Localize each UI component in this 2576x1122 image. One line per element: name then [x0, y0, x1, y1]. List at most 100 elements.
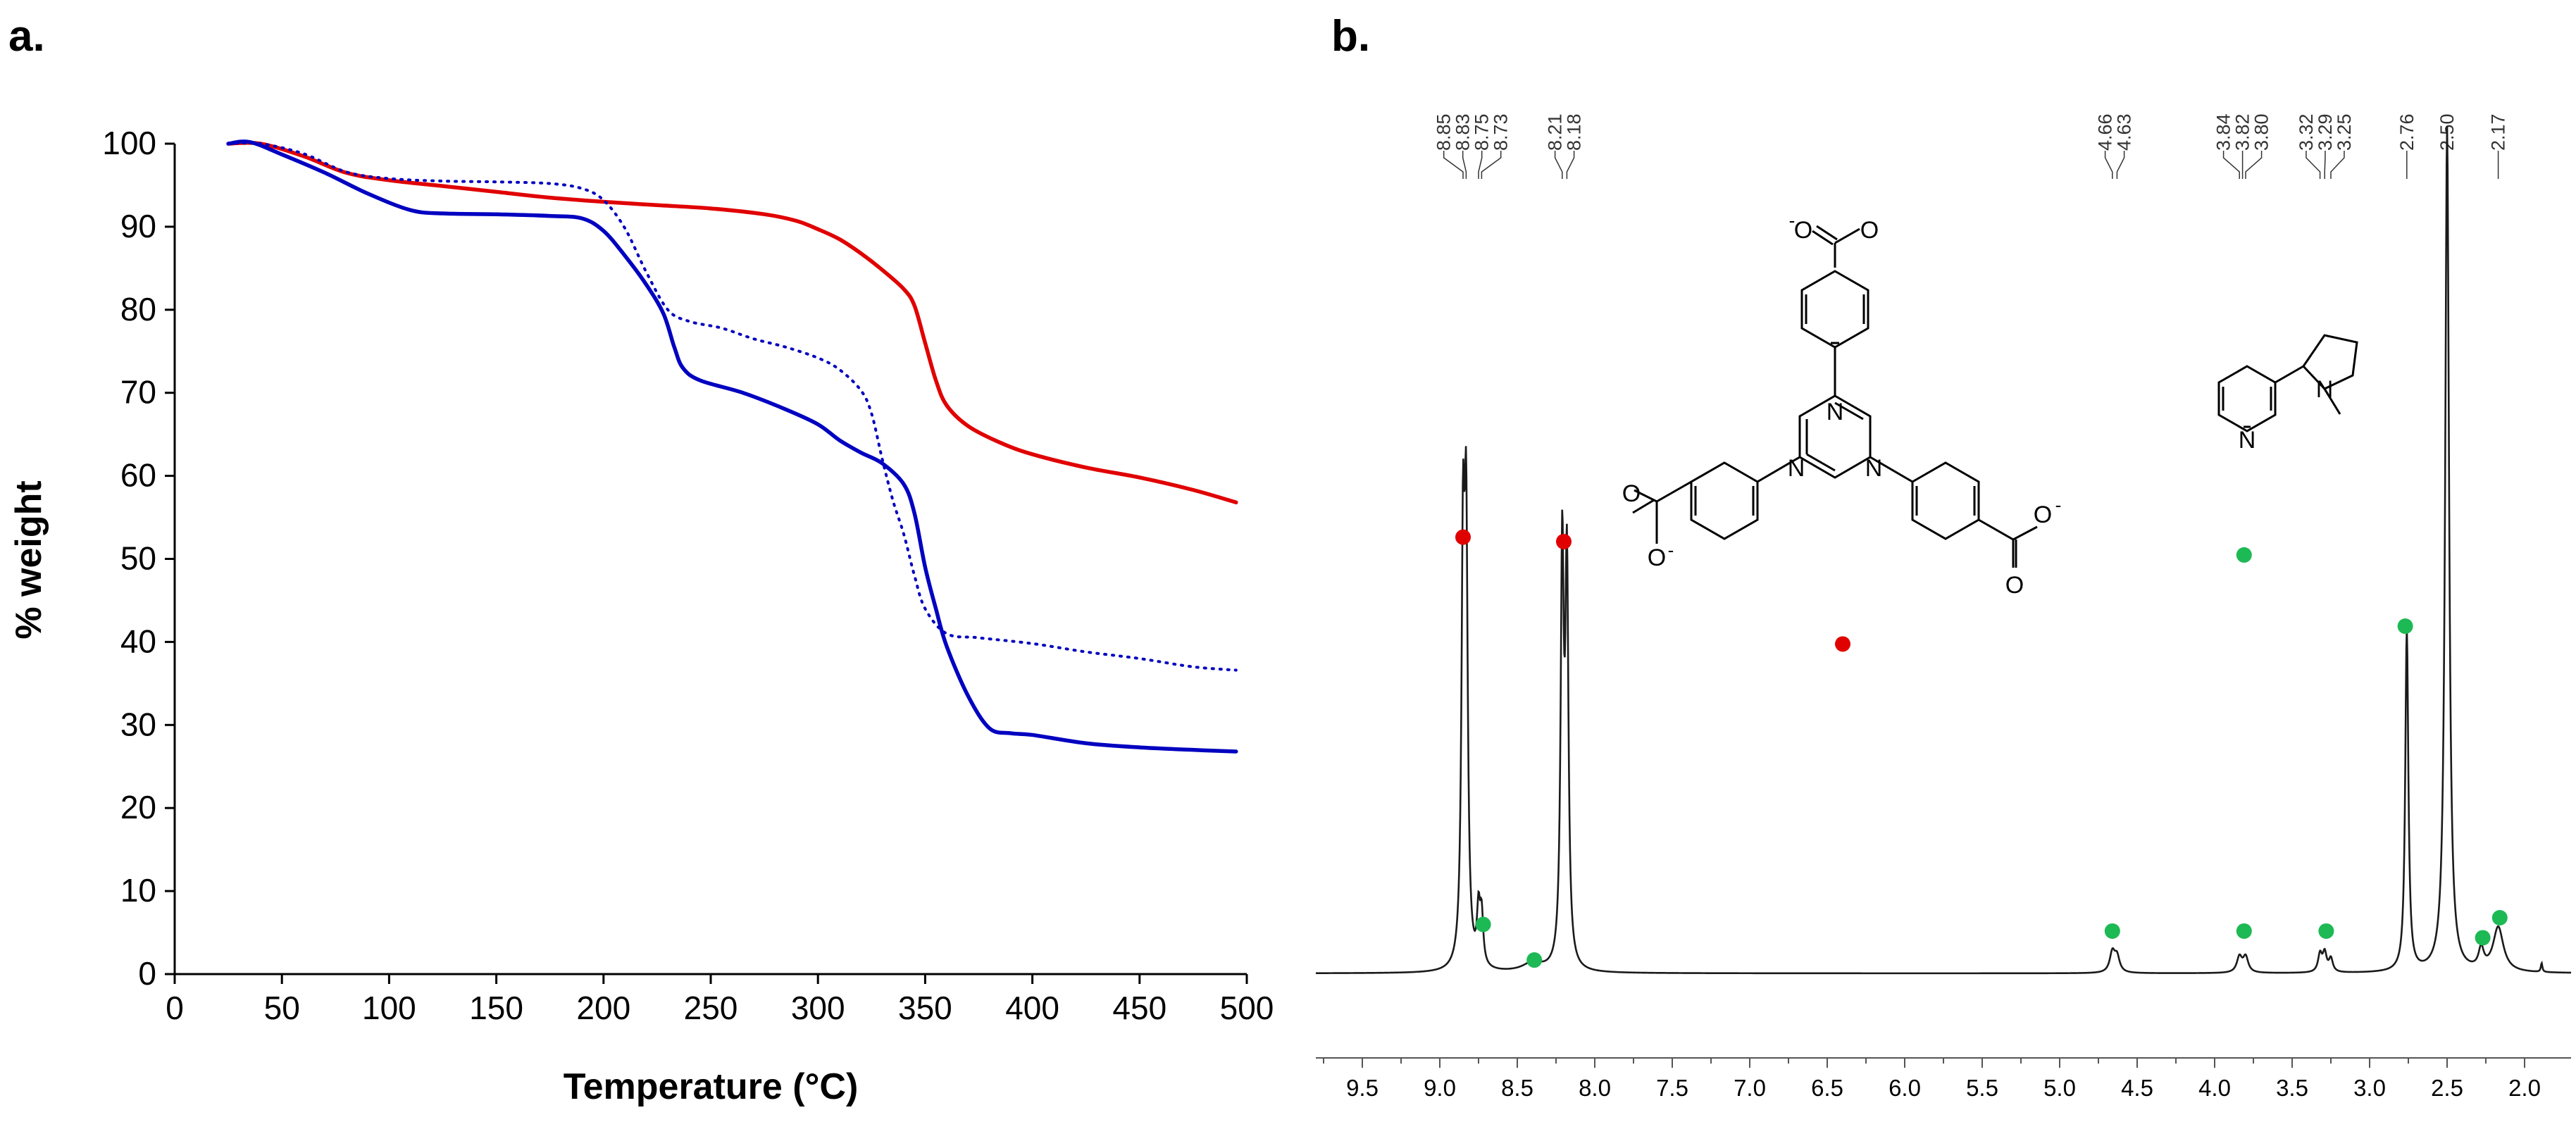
- nmr-peak-label: 3.80: [2251, 113, 2272, 151]
- panel-a-label: a.: [8, 12, 45, 61]
- nicotine-structure: [2217, 334, 2358, 432]
- tga-axes: [173, 144, 1247, 975]
- nmr-marker-green: [1526, 952, 1543, 968]
- nmr-spectrum-trace: [1315, 126, 2572, 975]
- tga-x-ticks: 0 50 100 150 200 250 300 350 400 450 500: [166, 974, 1274, 1026]
- nmr-x-tick-label: 3.0: [2353, 1075, 2386, 1101]
- panel-a: a. 0 10 20 30 40 50 60 70 80 90 100 0 50 100 150 200 25…: [8, 12, 1274, 1107]
- tga-y-tick-label: 100: [102, 125, 156, 161]
- nmr-peak-leader: [2245, 151, 2263, 179]
- nmr-peak-leader: [2222, 151, 2240, 179]
- nmr-marker-green: [2236, 923, 2252, 939]
- atom-o-top-right: O: [1860, 217, 1879, 244]
- nmr-peak-labels: 8.858.838.758.73 8.218.18 4.664.63 3.843.82…: [1433, 113, 2509, 179]
- atom-o-left-bottom: O: [1648, 544, 1666, 571]
- nmr-peak-label: 3.82: [2232, 113, 2253, 151]
- charge-left: -: [1668, 540, 1674, 561]
- nmr-peak-label: 8.75: [1471, 113, 1493, 151]
- nmr-peak-label: 4.63: [2114, 113, 2135, 151]
- nmr-marker-red: [1556, 533, 1572, 549]
- charge-top: -: [1789, 210, 1796, 231]
- tga-y-tick-label: 70: [120, 374, 156, 411]
- nmr-marker-green: [1475, 916, 1491, 933]
- panel-b: b. 8.858.838.758.73 8.218.18 4.664.63 3.843…: [1315, 12, 2572, 1101]
- tga-y-ticks: 0 10 20 30 40 50 60 70 80 90 100: [102, 125, 175, 992]
- tga-x-tick-label: 200: [576, 990, 630, 1026]
- nmr-x-tick-label: 8.0: [1579, 1075, 1611, 1101]
- tga-y-axis-title: % weight: [8, 480, 49, 639]
- nmr-peak-label: 3.32: [2296, 113, 2317, 151]
- nmr-peak-leader: [1566, 151, 1575, 179]
- nmr-x-tick-label: 6.5: [1811, 1075, 1843, 1101]
- nmr-x-tick-label: 2.0: [2508, 1075, 2541, 1101]
- atom-n-left: N: [1788, 455, 1805, 482]
- triazine-atom-labels: O - O N N N O O - O - O: [1622, 210, 2062, 599]
- nmr-x-tick-label: 4.5: [2121, 1075, 2153, 1101]
- nmr-peak-label: 3.84: [2213, 113, 2234, 151]
- tga-y-tick-label: 0: [138, 955, 156, 992]
- nmr-peak-label: 3.25: [2334, 113, 2355, 151]
- atom-n-top: N: [1827, 399, 1844, 425]
- nmr-peak-leader: [2330, 151, 2345, 179]
- tga-y-tick-label: 30: [120, 706, 156, 742]
- nmr-peak-label: 2.17: [2488, 113, 2509, 151]
- tga-x-tick-label: 350: [898, 990, 952, 1026]
- tga-y-tick-label: 60: [120, 457, 156, 494]
- nmr-peak-leader: [1462, 151, 1467, 179]
- tga-y-tick-label: 80: [120, 291, 156, 328]
- nmr-x-tick-label: 8.5: [1501, 1075, 1533, 1101]
- nmr-peak-label: 8.21: [1545, 113, 1566, 151]
- nmr-marker-green: [2475, 930, 2491, 946]
- tga-x-tick-label: 50: [264, 990, 300, 1026]
- tga-x-tick-label: 100: [362, 990, 416, 1026]
- tga-y-tick-label: 10: [120, 872, 156, 909]
- nmr-peak-label: 2.76: [2396, 113, 2418, 151]
- nmr-peak-leader: [2104, 151, 2113, 179]
- nmr-marker-green: [2236, 547, 2252, 563]
- nmr-marker-red: [1455, 529, 1471, 545]
- nmr-peak-label: 3.29: [2315, 113, 2336, 151]
- tga-y-tick-label: 50: [120, 540, 156, 577]
- nicotine-pyrrolidine-n: N: [2316, 376, 2334, 403]
- nmr-peak-leader: [2116, 151, 2125, 179]
- nmr-marker-green: [2491, 910, 2508, 925]
- tga-series-red-solid: [226, 140, 1238, 505]
- tga-x-tick-label: 0: [166, 990, 184, 1026]
- atom-n-right: N: [1865, 455, 1883, 482]
- charge-right: -: [2055, 494, 2062, 516]
- nmr-marker-green: [2104, 923, 2120, 939]
- tga-series-group: [226, 139, 1238, 754]
- triazine-tricarboxylate-structure: [1632, 225, 2038, 568]
- tga-x-tick-label: 500: [1220, 990, 1274, 1026]
- nmr-markers: [1455, 529, 2508, 968]
- nicotine-pyridine-n: N: [2239, 427, 2256, 454]
- nmr-peak-label: 8.83: [1452, 113, 1474, 151]
- nmr-x-tick-label: 3.5: [2276, 1075, 2308, 1101]
- nmr-peak-leader: [2306, 151, 2321, 179]
- nmr-marker-green: [2397, 618, 2413, 635]
- atom-o-top-left: O: [1794, 217, 1812, 244]
- nmr-x-tick-label: 4.0: [2198, 1075, 2231, 1101]
- nmr-x-tick-label: 5.0: [2043, 1075, 2076, 1101]
- nmr-peak-leader: [1478, 151, 1483, 179]
- nmr-peak-label: 8.85: [1433, 113, 1455, 151]
- nmr-peak-label: 8.18: [1564, 113, 1585, 151]
- tga-x-tick-label: 300: [791, 990, 845, 1026]
- nmr-peak-leader: [1481, 151, 1502, 179]
- nmr-x-tick-label: 7.0: [1734, 1075, 1766, 1101]
- nmr-x-tick-label: 7.5: [1656, 1075, 1688, 1101]
- nmr-peak-label: 4.66: [2095, 113, 2116, 151]
- tga-x-axis-title: Temperature (°C): [564, 1066, 859, 1107]
- nmr-peak-label: 8.73: [1491, 113, 1512, 151]
- nmr-x-ticks: 9.5 9.0 8.5 8.0 7.5 7.0 6.5 6.0 5.5 5.0 4.5 4.0 3.5 3…: [1323, 1058, 2541, 1101]
- nmr-x-tick-label: 9.0: [1424, 1075, 1456, 1101]
- tga-x-tick-label: 400: [1005, 990, 1059, 1026]
- tga-x-tick-label: 450: [1112, 990, 1166, 1026]
- tga-y-tick-label: 40: [120, 623, 156, 659]
- tga-x-tick-label: 150: [469, 990, 523, 1026]
- nmr-peak-leader: [1554, 151, 1563, 179]
- tga-y-tick-label: 90: [120, 208, 156, 244]
- atom-o-right-bottom: O: [2005, 572, 2024, 599]
- nmr-x-tick-label: 2.5: [2431, 1075, 2463, 1101]
